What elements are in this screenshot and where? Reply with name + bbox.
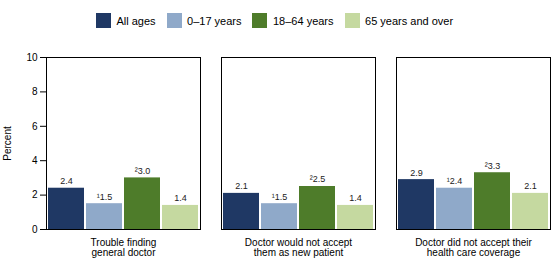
svg-text:²2.5: ²2.5 xyxy=(310,174,326,184)
svg-text:2.1: 2.1 xyxy=(235,181,248,191)
svg-text:2: 2 xyxy=(32,189,38,200)
svg-text:2.4: 2.4 xyxy=(60,176,73,186)
svg-text:8: 8 xyxy=(32,86,38,97)
html-text:65 years and over: 65 years and over xyxy=(365,14,454,27)
svg-text:6: 6 xyxy=(32,120,38,131)
svg-text:2.1: 2.1 xyxy=(524,181,537,191)
svg-text:²3.3: ²3.3 xyxy=(485,160,501,170)
html-text:0–17 years: 0–17 years xyxy=(187,14,242,27)
svg-text:Trouble findinggeneral doctor: Trouble findinggeneral doctor xyxy=(91,236,157,257)
svg-text:¹1.5: ¹1.5 xyxy=(272,191,288,201)
svg-text:¹2.4: ¹2.4 xyxy=(447,176,463,186)
svg-text:²3.0: ²3.0 xyxy=(135,165,151,175)
svg-text:4: 4 xyxy=(32,154,38,165)
svg-text:Doctor would not acceptthem as: Doctor would not acceptthem as new patie… xyxy=(245,236,353,257)
html-text:18–64 years: 18–64 years xyxy=(273,14,334,27)
svg-text:2.9: 2.9 xyxy=(410,167,423,177)
svg-text:1.4: 1.4 xyxy=(174,193,187,203)
svg-text:10: 10 xyxy=(26,51,38,62)
svg-text:¹1.5: ¹1.5 xyxy=(97,191,113,201)
svg-text:Percent: Percent xyxy=(2,126,13,161)
svg-text:Doctor did not accept theirhea: Doctor did not accept theirhealth care c… xyxy=(415,236,532,257)
svg-text:0: 0 xyxy=(32,223,38,234)
html-text:All ages: All ages xyxy=(116,14,156,27)
svg-text:1.4: 1.4 xyxy=(349,193,362,203)
